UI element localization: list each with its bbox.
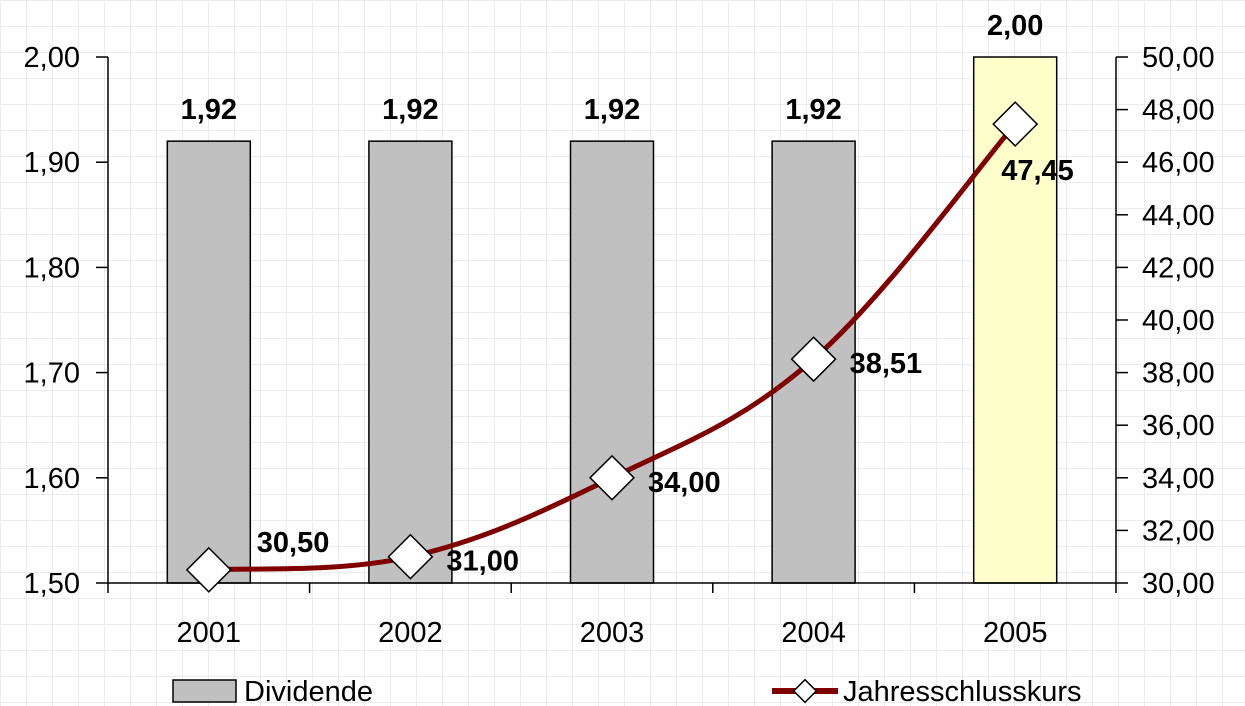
line-point-diamond (387, 533, 434, 580)
right-tick-label: 34,00 (1142, 463, 1215, 495)
data-labels: 1,92 1,92 1,92 1,92 2,00 30,50 31,00 34,00 38,51… (181, 10, 1074, 578)
line-value-label: 47,45 (1001, 155, 1074, 187)
line-point-diamond (185, 546, 232, 593)
x-tick-label: 2002 (378, 617, 443, 649)
bar-value-label: 1,92 (584, 94, 640, 126)
x-tick-label: 2003 (580, 617, 645, 649)
x-tick-label: 2004 (781, 617, 846, 649)
bar-value-label: 1,92 (181, 94, 237, 126)
legend-label-dividende: Dividende (244, 676, 373, 706)
bar-series-dividende (166, 56, 1058, 584)
right-tick-label: 50,00 (1142, 42, 1215, 74)
axes: 1,50 1,60 1,70 1,80 1,90 2,00 30,00 32,00 34,00 3… (24, 42, 1215, 649)
left-tick-label: 1,90 (24, 147, 80, 179)
bar-value-label: 1,92 (785, 94, 841, 126)
line-value-label: 31,00 (446, 546, 519, 578)
line-point-diamond (790, 336, 837, 383)
x-tick-label: 2001 (177, 617, 242, 649)
line-point-diamond (992, 101, 1039, 148)
legend-label-jahresschlusskurs: Jahresschlusskurs (843, 676, 1082, 706)
bar-value-label: 2,00 (987, 10, 1043, 42)
left-tick-label: 1,80 (24, 252, 80, 284)
right-tick-label: 42,00 (1142, 252, 1215, 284)
line-point-diamond (589, 454, 635, 501)
bar-2001 (166, 140, 252, 584)
right-tick-label: 36,00 (1142, 410, 1215, 442)
right-tick-label: 32,00 (1142, 515, 1215, 547)
left-tick-label: 1,70 (24, 358, 80, 390)
left-tick-label: 1,50 (24, 568, 80, 600)
right-tick-label: 38,00 (1142, 358, 1215, 390)
left-tick-label: 1,60 (24, 463, 80, 495)
right-tick-label: 44,00 (1142, 200, 1215, 232)
legend-swatch-dividende (172, 679, 237, 703)
right-tick-label: 46,00 (1142, 147, 1215, 179)
right-tick-label: 40,00 (1142, 305, 1215, 337)
bar-value-label: 1,92 (382, 94, 438, 126)
legend-marker-diamond (792, 678, 818, 704)
line-value-label: 38,51 (850, 348, 923, 380)
legend: Dividende Jahresschlusskurs (172, 676, 1082, 706)
line-series-jahresschlusskurs (185, 101, 1039, 593)
line-value-label: 34,00 (648, 467, 721, 499)
right-tick-label: 48,00 (1142, 95, 1215, 127)
right-tick-label: 30,00 (1142, 568, 1215, 600)
line-value-label: 30,50 (257, 527, 330, 559)
bar-2002 (368, 140, 453, 584)
x-tick-label: 2005 (983, 617, 1048, 649)
left-tick-label: 2,00 (24, 42, 80, 74)
bar-2003 (569, 140, 655, 584)
